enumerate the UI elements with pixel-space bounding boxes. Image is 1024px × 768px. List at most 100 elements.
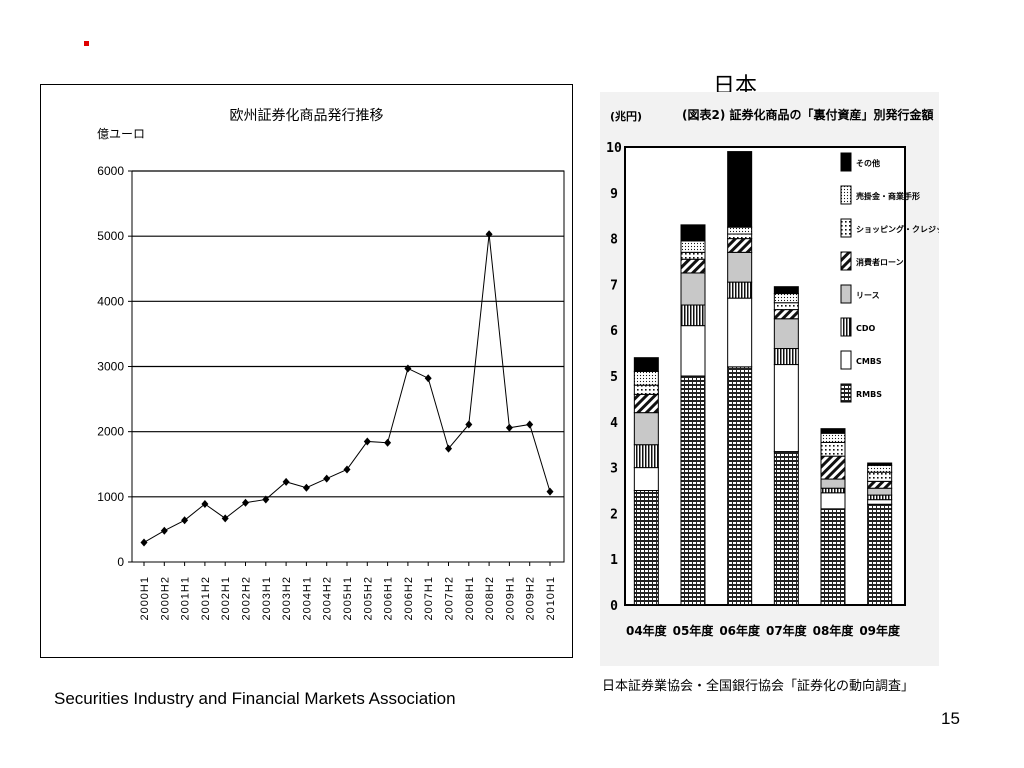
- legend-label: 売掛金・商業手形: [856, 191, 920, 201]
- y-tick-label: 10: [606, 141, 622, 156]
- bar-segment: [773, 318, 799, 350]
- data-point: [140, 538, 148, 547]
- data-point: [181, 516, 189, 525]
- bar-segment: [680, 325, 706, 377]
- series-line: [143, 234, 551, 543]
- y-tick-label: 8: [610, 233, 618, 248]
- x-tick-label: 2009H2: [525, 576, 537, 621]
- x-tick-label: 2000H2: [159, 576, 171, 621]
- bar-segment: [867, 494, 893, 501]
- x-tick-label: 05年度: [673, 623, 715, 638]
- y-tick-label: 1: [610, 553, 618, 568]
- x-tick-label: 2003H2: [281, 576, 293, 621]
- bar-segment: [727, 238, 753, 253]
- plot-area: [624, 146, 906, 606]
- legend-swatch: [840, 152, 852, 172]
- bar-segment: [680, 251, 706, 260]
- data-point: [323, 474, 331, 483]
- x-tick-label: 2008H2: [484, 576, 496, 621]
- bar-segment: [773, 286, 799, 295]
- data-point: [384, 438, 392, 447]
- bar-segment: [867, 487, 893, 496]
- bar-segment: [727, 151, 753, 228]
- legend-swatch: [840, 218, 852, 238]
- bar-segment: [820, 432, 846, 443]
- bar-segment: [633, 467, 659, 492]
- x-tick-label: 2005H2: [362, 576, 374, 621]
- legend-label: 消費者ローン: [856, 257, 904, 267]
- europe-chart-title: 欧州証券化商品発行推移: [229, 108, 384, 124]
- data-point: [363, 437, 371, 446]
- data-point: [424, 374, 432, 383]
- bar-segment: [773, 348, 799, 366]
- bar-segment: [820, 492, 846, 510]
- bar-segment: [680, 304, 706, 327]
- legend-swatch: [840, 350, 852, 370]
- bar-segment: [680, 240, 706, 253]
- bar-segment: [820, 455, 846, 480]
- bar-segment: [820, 441, 846, 457]
- data-point: [465, 420, 473, 429]
- europe-chart-frame: 0 1000 2000 3000 4000 5000 6000 2000H1 2000H2 200…: [40, 84, 573, 658]
- legend-label: リース: [856, 291, 880, 300]
- x-tick-label: 09年度: [859, 623, 901, 638]
- data-point: [282, 477, 290, 486]
- data-point: [546, 487, 554, 496]
- y-tick-label: 5000: [97, 229, 124, 243]
- x-tick-label: 2009H1: [504, 576, 516, 621]
- legend-swatch: [840, 383, 852, 403]
- bar-segment: [633, 384, 659, 395]
- bar-segment: [727, 297, 753, 368]
- bar-segment: [867, 471, 893, 482]
- y-tick-label: 2: [610, 507, 618, 522]
- bar-segment: [867, 480, 893, 489]
- bar-segment: [867, 462, 893, 466]
- x-tick-label: 2001H1: [180, 576, 192, 621]
- japan-source-note: 日本証券業協会・全国銀行協会「証券化の動向調査」: [602, 679, 915, 694]
- bar-segment: [727, 226, 753, 235]
- data-point: [262, 495, 270, 504]
- x-tick-label: 2004H2: [322, 576, 334, 621]
- x-tick-label: 2008H1: [464, 576, 476, 621]
- data-point: [201, 500, 209, 509]
- data-point: [343, 465, 351, 474]
- legend-swatch: [840, 251, 852, 271]
- title-bullet: [84, 41, 89, 46]
- data-point: [526, 420, 534, 429]
- bar-segment: [727, 366, 753, 606]
- y-tick-label: 7: [610, 278, 618, 293]
- y-tick-label: 2000: [97, 425, 124, 439]
- japan-bar-chart: 0 1 2 3 4 5 6 7 8 9 10 04年度 05年度 06年度 07年度 08年度 09年度 その他売…: [606, 141, 939, 638]
- bar-segment: [633, 490, 659, 606]
- legend-label: CDO: [856, 324, 876, 333]
- y-tick-label: 1000: [97, 490, 124, 504]
- y-tick-label: 4: [610, 416, 618, 431]
- y-tick-label: 6: [610, 324, 618, 339]
- data-point: [160, 526, 168, 535]
- legend-swatch: [840, 185, 852, 205]
- y-tick-label: 9: [610, 187, 618, 202]
- bar-segment: [820, 508, 846, 606]
- x-tick-label: 2010H1: [545, 576, 557, 621]
- data-point: [505, 423, 513, 432]
- bar-segment: [773, 364, 799, 453]
- japan-y-axis-unit: (兆円): [610, 110, 643, 123]
- x-tick-label: 04年度: [626, 623, 668, 638]
- europe-source-note: Securities Industry and Financial Market…: [54, 689, 456, 708]
- legend-label: ショッピング・クレジット: [856, 224, 939, 234]
- bar-segment: [820, 478, 846, 489]
- bar-segment: [820, 428, 846, 434]
- x-tick-label: 2005H1: [342, 576, 354, 621]
- y-tick-label: 6000: [97, 164, 124, 178]
- x-tick-label: 2006H1: [383, 576, 395, 621]
- x-tick-label: 2001H2: [200, 576, 212, 621]
- bar-segment: [773, 309, 799, 320]
- y-tick-label: 0: [610, 599, 618, 614]
- bar-segment: [680, 375, 706, 606]
- x-tick-label: 2002H1: [220, 576, 232, 621]
- europe-y-axis-unit: 億ユーロ: [97, 127, 146, 141]
- bar-segment: [633, 444, 659, 469]
- bar-segment: [680, 258, 706, 274]
- bar-segment: [727, 251, 753, 283]
- data-point: [445, 444, 452, 453]
